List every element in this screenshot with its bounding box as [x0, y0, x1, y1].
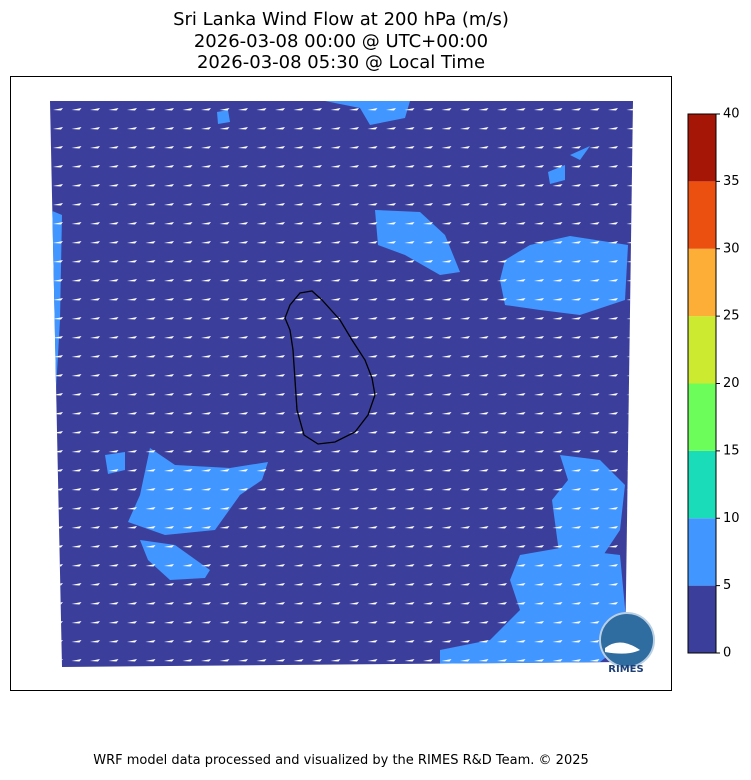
colorbar-segment — [688, 585, 716, 653]
wind-arrows — [50, 101, 633, 667]
colorbar: 0 5 10 15 20 25 30 35 40 — [687, 107, 740, 661]
colorbar-segment — [688, 248, 716, 317]
colorbar-segment — [688, 518, 716, 586]
colorbar-segment — [688, 316, 716, 384]
colorbar-segment — [688, 181, 716, 249]
colorbar-tick-label: 15 — [723, 443, 740, 458]
colorbar-tick-label: 25 — [723, 309, 740, 324]
colorbar-tick-label: 30 — [723, 241, 740, 256]
colorbar-tick-label: 0 — [723, 646, 731, 661]
coastline — [284, 290, 376, 445]
colorbar-segment — [688, 450, 716, 519]
wind-field — [50, 101, 633, 667]
logo-emblem — [599, 612, 655, 668]
colorbar-tick-label: 40 — [723, 107, 740, 122]
map-frame — [10, 76, 672, 691]
logo: RIMES — [599, 612, 655, 675]
colorbar-segment — [688, 114, 716, 182]
colorbar-tick-label: 20 — [723, 376, 740, 391]
title-line: 2026-03-08 05:30 @ Local Time — [197, 52, 485, 73]
colorbar-segment — [688, 383, 716, 451]
logo-wave — [605, 642, 640, 654]
logo-text: RIMES — [608, 664, 643, 675]
title-line: Sri Lanka Wind Flow at 200 hPa (m/s) — [173, 9, 509, 30]
colorbar-tick-label: 35 — [723, 174, 740, 189]
title-line: 2026-03-08 00:00 @ UTC+00:00 — [194, 31, 488, 52]
colorbar-tick-label: 10 — [723, 511, 740, 526]
footer: WRF model data processed and visualized … — [93, 753, 589, 768]
colorbar-tick-label: 5 — [723, 578, 731, 593]
